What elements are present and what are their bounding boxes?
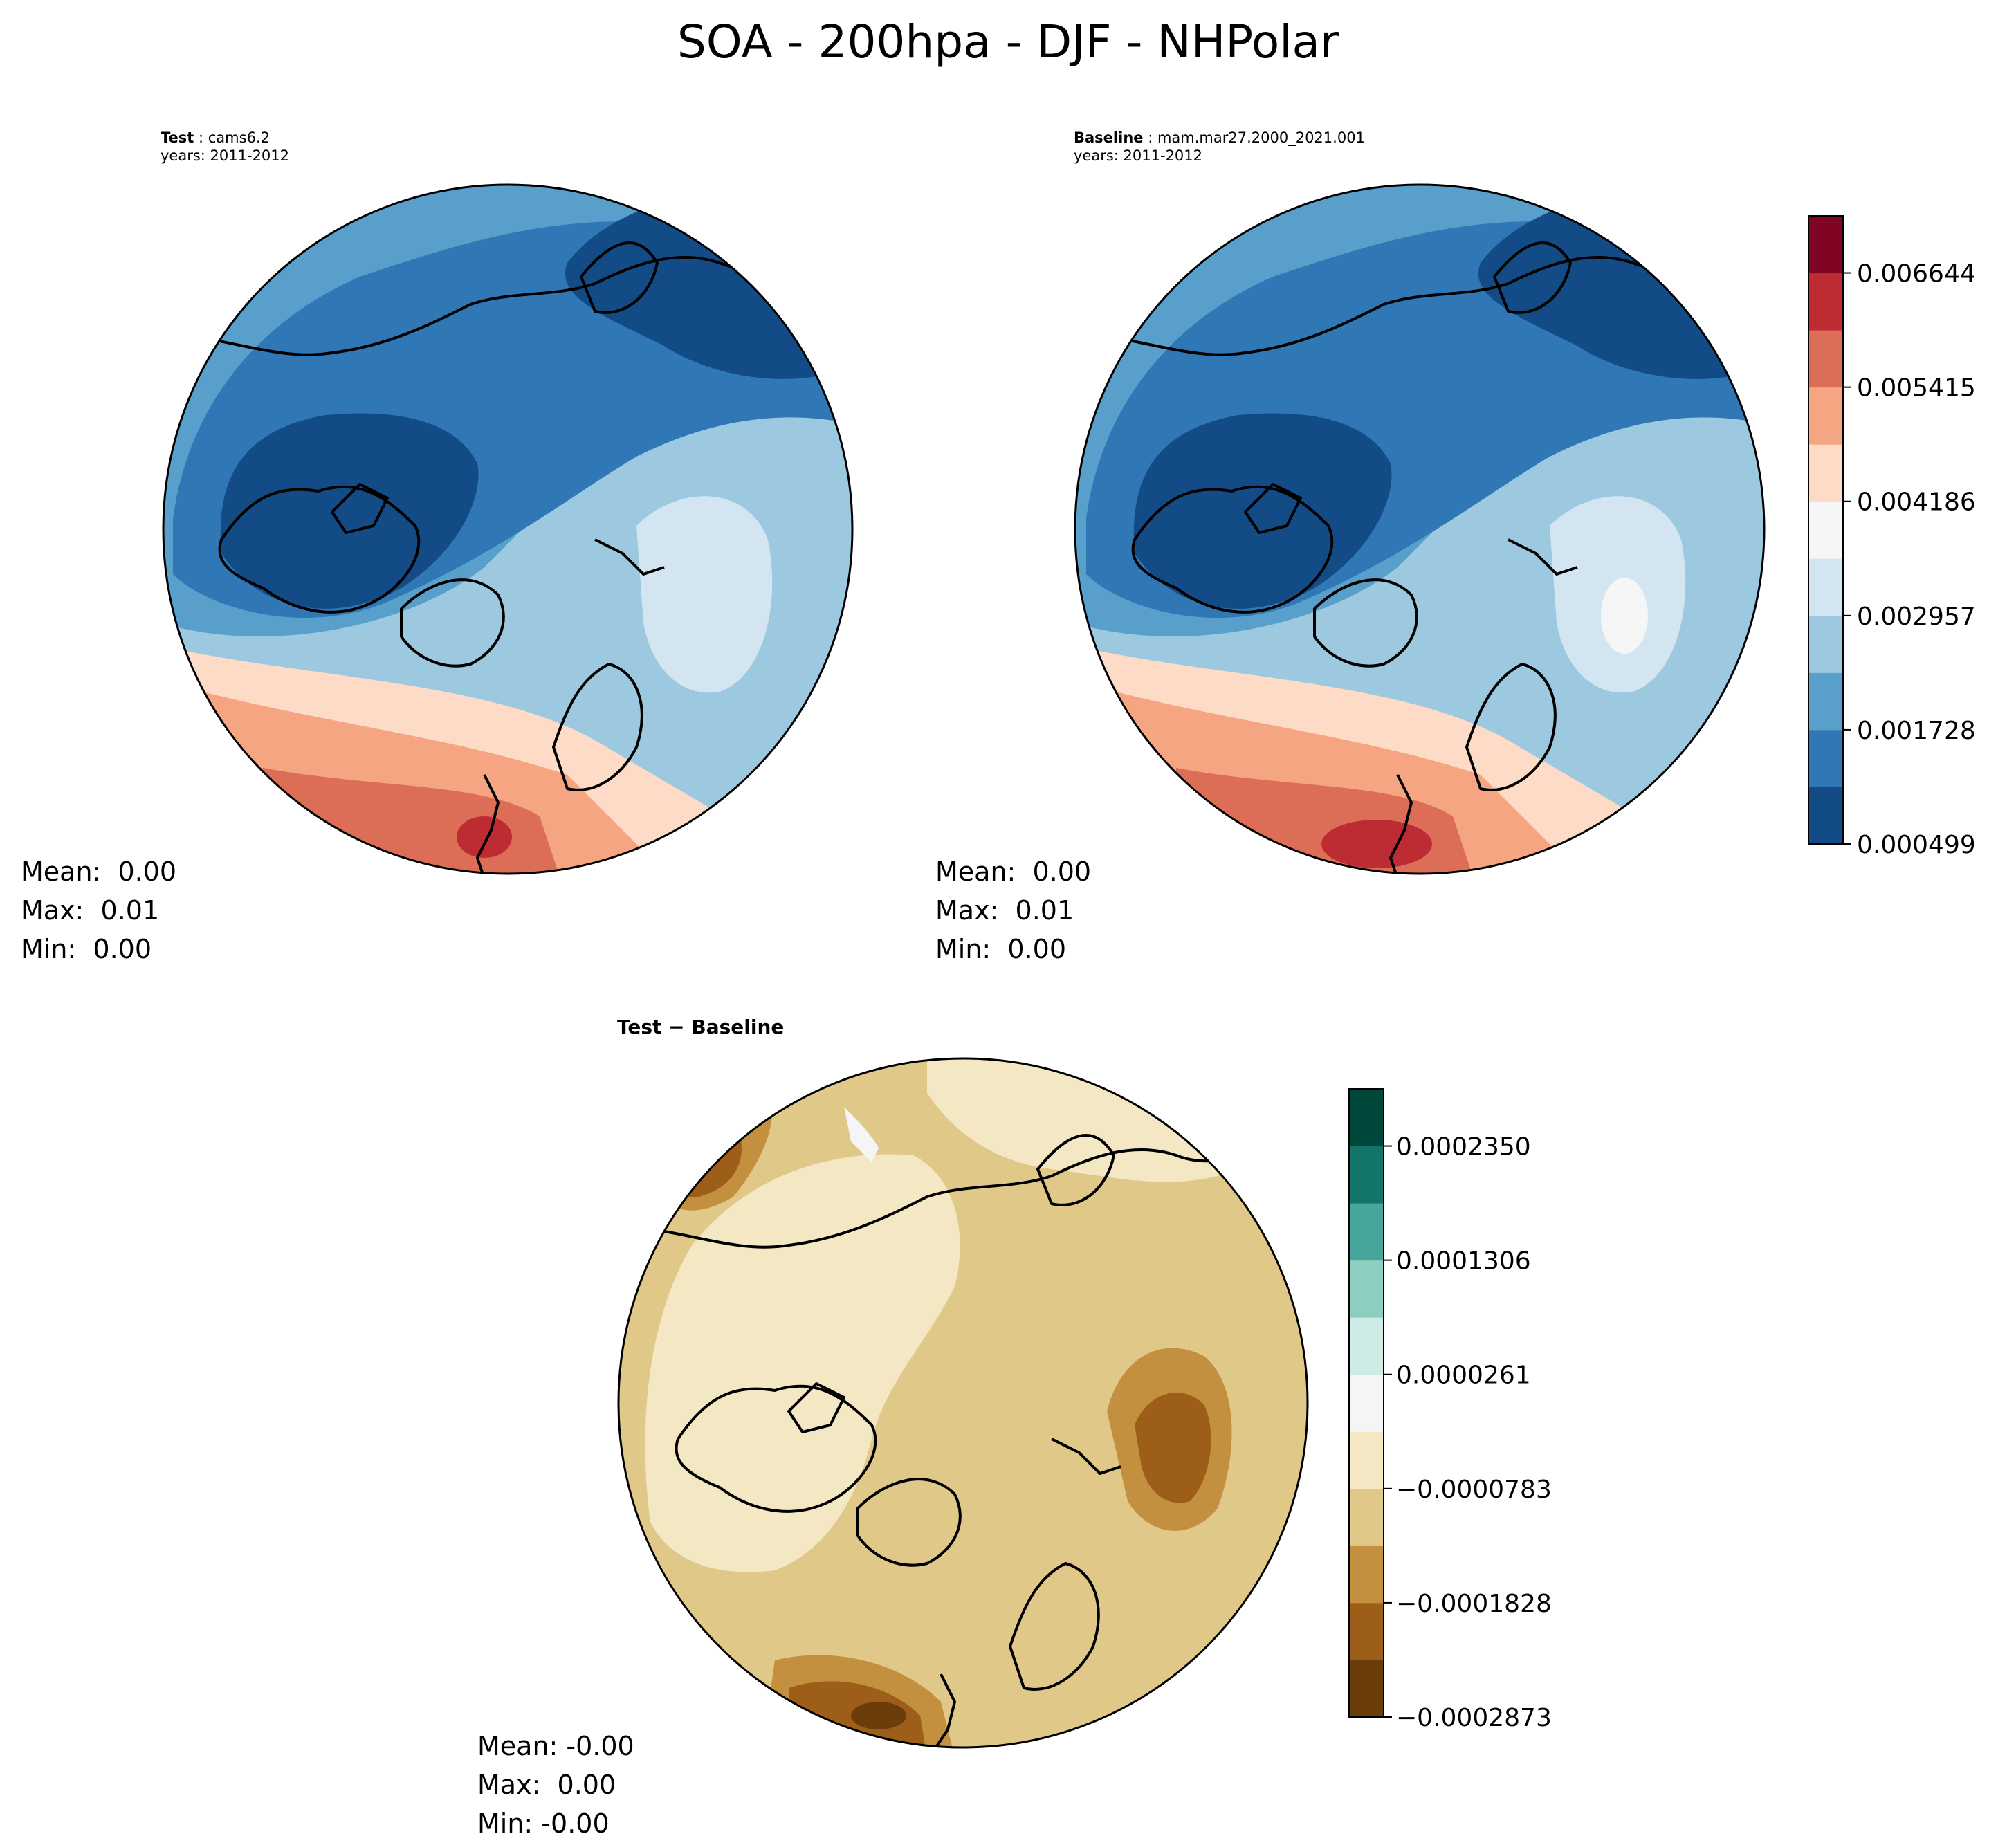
diff-map [617, 1057, 1309, 1749]
test-map [162, 183, 854, 875]
baseline-fill-east-white [1601, 578, 1648, 654]
diff-fill-west-pale [645, 1154, 960, 1572]
colorbar-diff-tick-label: −0.0002873 [1396, 1704, 1552, 1732]
colorbar-main-swatch [1808, 273, 1843, 331]
colorbar-diff-tick-label: 0.0002350 [1396, 1133, 1531, 1162]
colorbar-main-tick-label: 0.001728 [1857, 717, 1976, 745]
test-map-boundary [162, 183, 854, 875]
diff-max: Max: 0.00 [477, 1770, 616, 1800]
test-sep: : [194, 129, 208, 146]
colorbar-diff-swatch [1349, 1146, 1384, 1204]
colorbar-diff-swatch [1349, 1488, 1384, 1546]
colorbar-main-swatch [1808, 729, 1843, 787]
baseline-fill-nw-peak [1075, 185, 1197, 284]
test-mean: Mean: 0.00 [21, 856, 177, 887]
colorbar-main-swatch [1808, 387, 1843, 445]
test-min: Min: 0.00 [21, 934, 152, 964]
baseline-max: Max: 0.01 [935, 895, 1074, 926]
colorbar-diff-swatch [1349, 1660, 1384, 1718]
figure-title: SOA - 200hpa - DJF - NHPolar [677, 15, 1339, 68]
colorbar-diff-frame [1348, 1088, 1384, 1718]
test-years: years: 2011-2012 [161, 147, 290, 164]
colorbar-main-tick-label: 0.006644 [1857, 260, 1976, 288]
diff-mean: Mean: -0.00 [477, 1731, 634, 1761]
test-fill-nw-peak [163, 185, 284, 284]
colorbar-main-swatch [1808, 330, 1843, 388]
colorbar-main-frame [1808, 215, 1844, 845]
baseline-fill-south-peak [1321, 820, 1432, 868]
baseline-mean: Mean: 0.00 [935, 856, 1092, 887]
colorbar-main-tick-label: 0.002957 [1857, 603, 1976, 631]
colorbar-main-swatch [1808, 615, 1843, 673]
diff-fill-east-dark [1135, 1393, 1211, 1503]
colorbar-diff-swatch [1349, 1260, 1384, 1318]
colorbar-main-swatch [1808, 672, 1843, 731]
test-fill-east-pale [636, 496, 773, 693]
diff-min: Min: -0.00 [477, 1808, 610, 1839]
baseline-case-name: mam.mar27.2000_2021.001 [1157, 129, 1365, 146]
colorbar-main-swatch [1808, 216, 1843, 274]
colorbar-main-swatch [1808, 444, 1843, 502]
colorbar-diff-tick-label: −0.0001828 [1396, 1590, 1552, 1618]
baseline-map [1074, 183, 1766, 875]
test-fill-south-peak [457, 816, 512, 858]
colorbar-diff-swatch [1349, 1203, 1384, 1261]
diff-coastlines [663, 1134, 1274, 1747]
colorbar-main-swatch [1808, 787, 1843, 845]
colorbar-diff-tick-label: 0.0000261 [1396, 1361, 1531, 1390]
test-coastlines [207, 241, 817, 874]
colorbar-diff-tick-label: 0.0001306 [1396, 1247, 1531, 1276]
baseline-map-boundary [1074, 183, 1766, 875]
colorbar-diff-swatch [1349, 1374, 1384, 1432]
test-label: Test [161, 129, 194, 146]
diff-map-boundary [617, 1057, 1309, 1749]
test-stats: Mean: 0.00 Max: 0.01 Min: 0.00 [21, 852, 176, 969]
colorbar-diff-tick-label: −0.0000783 [1396, 1476, 1552, 1504]
baseline-panel-title: Baseline : mam.mar27.2000_2021.001 years… [1074, 129, 1365, 165]
colorbar-diff-swatch [1349, 1602, 1384, 1660]
colorbar-diff: −0.0002873 −0.0001828 −0.0000783 0.0000261 0… [1348, 1088, 1552, 1732]
colorbar-main-swatch [1808, 501, 1843, 559]
diff-fill-center-white [844, 1107, 879, 1162]
colorbar-diff-swatch [1349, 1545, 1384, 1604]
baseline-years: years: 2011-2012 [1074, 147, 1203, 164]
colorbar-main-tick-label: 0.000499 [1857, 831, 1976, 859]
colorbar-main-swatch [1808, 558, 1843, 616]
diff-fill-south-min [851, 1702, 906, 1729]
test-case-name: cams6.2 [208, 129, 270, 146]
test-panel-title: Test : cams6.2 years: 2011-2012 [161, 129, 289, 165]
colorbar-main: 0.000499 0.001728 0.002957 0.004186 0.005415… [1808, 215, 1976, 859]
colorbar-diff-swatch [1349, 1089, 1384, 1147]
test-max: Max: 0.01 [21, 895, 160, 926]
baseline-sep: : [1143, 129, 1157, 146]
baseline-stats: Mean: 0.00 Max: 0.01 Min: 0.00 [935, 852, 1091, 969]
colorbar-diff-swatch [1349, 1317, 1384, 1375]
diff-panel-title: Test − Baseline [617, 1016, 785, 1038]
colorbar-main-tick-label: 0.005415 [1857, 374, 1976, 403]
colorbar-diff-swatch [1349, 1431, 1384, 1489]
colorbar-main-tick-label: 0.004186 [1857, 488, 1976, 517]
baseline-min: Min: 0.00 [935, 934, 1066, 964]
baseline-label: Baseline [1074, 129, 1144, 146]
diff-stats: Mean: -0.00 Max: 0.00 Min: -0.00 [477, 1727, 634, 1843]
baseline-coastlines [1120, 241, 1730, 874]
